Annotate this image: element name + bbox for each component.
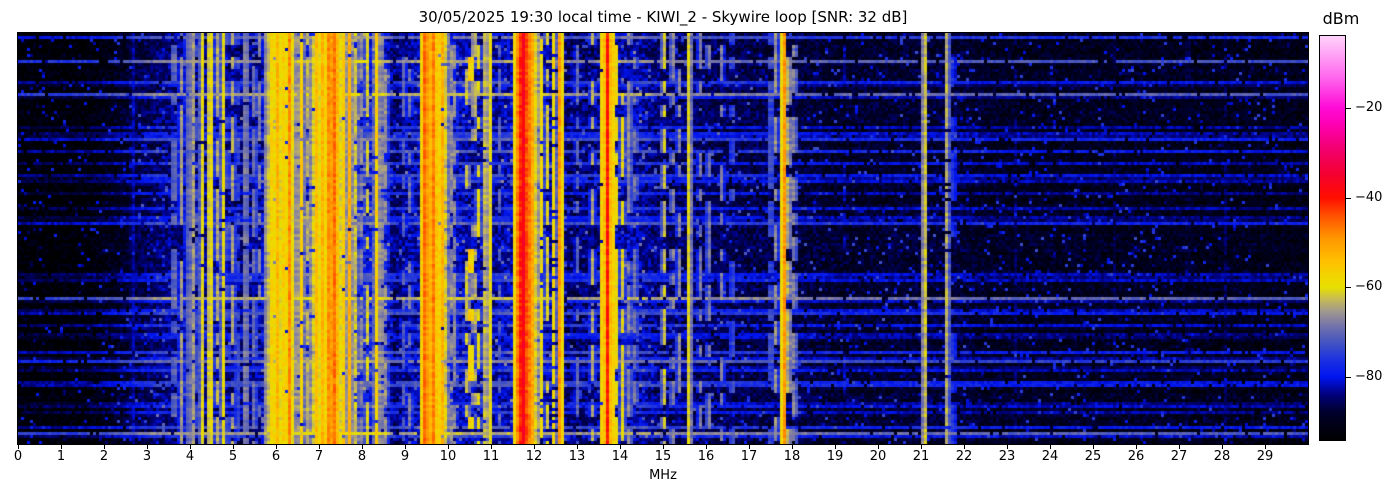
- x-tick-mark: [448, 445, 449, 449]
- x-tick-mark: [663, 445, 664, 449]
- colorbar-tick-label: −60: [1355, 279, 1383, 295]
- x-tick-mark: [1179, 445, 1180, 449]
- colorbar-tick-mark: [1346, 287, 1351, 289]
- x-tick-mark: [964, 445, 965, 449]
- x-tick-mark: [577, 445, 578, 449]
- x-tick-label: 21: [912, 449, 930, 464]
- colorbar-gradient: [1319, 35, 1346, 441]
- x-tick-mark: [1222, 445, 1223, 449]
- x-tick-label: 12: [525, 449, 543, 464]
- x-tick-mark: [147, 445, 148, 449]
- x-tick-mark: [405, 445, 406, 449]
- x-tick-mark: [104, 445, 105, 449]
- colorbar-tick-mark: [1346, 107, 1351, 109]
- x-tick-label: 14: [611, 449, 629, 464]
- x-tick-label: 3: [142, 449, 152, 464]
- x-tick-label: 8: [357, 449, 367, 464]
- colorbar-tick-label: −40: [1355, 189, 1383, 205]
- x-tick-mark: [491, 445, 492, 449]
- colorbar-tick-mark: [1346, 377, 1351, 379]
- x-tick-label: 7: [314, 449, 324, 464]
- x-tick-label: 22: [955, 449, 973, 464]
- x-tick-label: 26: [1127, 449, 1145, 464]
- x-tick-label: 13: [568, 449, 586, 464]
- x-tick-mark: [1007, 445, 1008, 449]
- x-tick-label: 11: [482, 449, 500, 464]
- colorbar-unit-label: dBm: [1322, 9, 1360, 28]
- x-tick-mark: [276, 445, 277, 449]
- x-tick-label: 29: [1256, 449, 1274, 464]
- x-tick-mark: [620, 445, 621, 449]
- x-tick-label: 17: [740, 449, 758, 464]
- x-tick-label: 5: [228, 449, 238, 464]
- x-tick-mark: [792, 445, 793, 449]
- x-tick-label: 4: [185, 449, 195, 464]
- x-tick-label: 9: [400, 449, 410, 464]
- waterfall-plot-frame: [17, 32, 1309, 445]
- x-tick-label: 27: [1170, 449, 1188, 464]
- x-tick-label: 1: [56, 449, 66, 464]
- x-tick-label: 23: [998, 449, 1016, 464]
- chart-title: 30/05/2025 19:30 local time - KIWI_2 - S…: [418, 8, 908, 26]
- x-tick-label: 0: [13, 449, 23, 464]
- x-tick-mark: [362, 445, 363, 449]
- x-tick-mark: [1136, 445, 1137, 449]
- x-tick-mark: [534, 445, 535, 449]
- x-tick-mark: [1265, 445, 1266, 449]
- colorbar-tick-mark: [1346, 197, 1351, 199]
- x-tick-label: 6: [271, 449, 281, 464]
- x-tick-mark: [61, 445, 62, 449]
- x-tick-label: 25: [1084, 449, 1102, 464]
- x-tick-label: 10: [439, 449, 457, 464]
- x-tick-mark: [706, 445, 707, 449]
- x-tick-mark: [835, 445, 836, 449]
- x-tick-label: 15: [654, 449, 672, 464]
- x-tick-label: 20: [869, 449, 887, 464]
- x-tick-label: 18: [783, 449, 801, 464]
- colorbar-tick-label: −80: [1355, 369, 1383, 385]
- x-tick-mark: [233, 445, 234, 449]
- x-tick-mark: [1093, 445, 1094, 449]
- x-tick-mark: [878, 445, 879, 449]
- x-tick-mark: [18, 445, 19, 449]
- x-axis-label: MHz: [649, 468, 677, 483]
- x-tick-label: 24: [1041, 449, 1059, 464]
- x-tick-label: 16: [697, 449, 715, 464]
- colorbar-tick-label: −20: [1355, 99, 1383, 115]
- x-tick-mark: [319, 445, 320, 449]
- x-tick-mark: [921, 445, 922, 449]
- x-tick-mark: [749, 445, 750, 449]
- x-tick-label: 19: [826, 449, 844, 464]
- x-tick-mark: [1050, 445, 1051, 449]
- x-tick-label: 28: [1213, 449, 1231, 464]
- waterfall-spectrogram-canvas: [18, 33, 1308, 444]
- x-tick-mark: [190, 445, 191, 449]
- x-tick-label: 2: [99, 449, 109, 464]
